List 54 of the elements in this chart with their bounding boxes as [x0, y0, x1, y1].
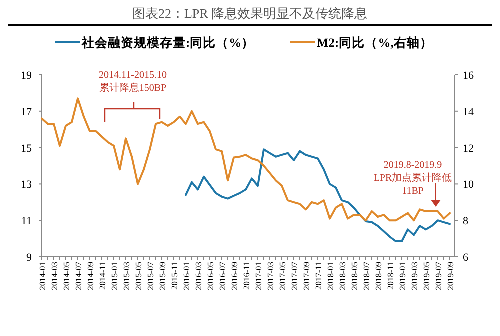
y-tick-label: 11: [21, 216, 32, 228]
x-tick-label: 2019-09: [446, 262, 456, 290]
y2-tick-label: 6: [463, 252, 469, 264]
x-tick-label: 2015-03: [122, 262, 132, 290]
x-tick-label: 2014-11: [98, 262, 108, 290]
x-tick-label: 2019-07: [434, 262, 444, 290]
x-tick-label: 2014-07: [74, 262, 84, 290]
x-tick-label: 2018-05: [350, 262, 360, 290]
y2-tick-label: 16: [463, 70, 474, 82]
y-tick-label: 19: [21, 70, 32, 82]
x-tick-label: 2017-03: [266, 262, 276, 290]
x-tick-label: 2016-01: [182, 262, 192, 290]
y-tick-label: 15: [21, 142, 32, 155]
legend-label: 社会融资规模存量:同比（%）: [81, 35, 255, 50]
x-tick-label: 2015-01: [110, 262, 120, 290]
x-tick-label: 2014-01: [38, 262, 48, 290]
y2-tick-label: 12: [463, 142, 474, 155]
x-tick-label: 2018-11: [386, 262, 396, 290]
x-tick-label: 2016-07: [218, 262, 228, 290]
y-tick-label: 17: [21, 106, 32, 118]
y2-tick-label: 10: [463, 179, 474, 192]
x-tick-label: 2016-09: [230, 262, 240, 290]
x-tick-label: 2015-05: [134, 262, 144, 290]
y2-tick-label: 14: [463, 106, 474, 118]
x-tick-label: 2019-03: [410, 262, 420, 290]
y-tick-label: 13: [21, 179, 32, 192]
x-tick-label: 2017-09: [302, 262, 312, 290]
x-tick-label: 2017-07: [290, 262, 300, 290]
x-tick-label: 2016-11: [242, 262, 252, 290]
x-tick-label: 2016-05: [206, 262, 216, 290]
x-tick-label: 2018-07: [362, 262, 372, 290]
x-tick-label: 2017-11: [314, 262, 324, 290]
x-tick-label: 2014-09: [86, 262, 96, 290]
legend-label: M2:同比（%,右轴）: [317, 36, 433, 50]
x-tick-label: 2014-03: [50, 262, 60, 290]
x-tick-label: 2017-01: [254, 262, 264, 290]
annotation: 2014.11-2015.10 累计降息150BP: [99, 70, 168, 94]
x-tick-label: 2019-01: [398, 262, 408, 290]
x-tick-label: 2019-05: [422, 262, 432, 290]
chart-title: 图表22：LPR 降息效果明显不及传统降息: [132, 6, 368, 21]
x-tick-label: 2018-01: [326, 262, 336, 290]
x-tick-label: 2016-03: [194, 262, 204, 290]
x-tick-label: 2015-09: [158, 262, 168, 290]
x-tick-label: 2018-09: [374, 262, 384, 290]
x-tick-label: 2015-11: [170, 262, 180, 290]
x-tick-label: 2014-05: [62, 262, 72, 290]
y2-tick-label: 8: [463, 216, 469, 228]
y-tick-label: 9: [26, 252, 32, 264]
annotation: 2019.8-2019.9 LPR加点累计降低 11BP: [374, 160, 452, 197]
x-tick-label: 2015-07: [146, 262, 156, 290]
line-series: [41, 98, 451, 222]
x-tick-label: 2018-03: [338, 262, 348, 290]
x-tick-label: 2017-05: [278, 262, 288, 290]
line-series: [185, 148, 451, 242]
